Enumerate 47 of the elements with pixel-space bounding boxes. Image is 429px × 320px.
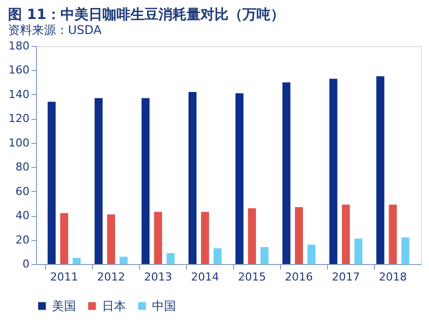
y-tick-label: 40 xyxy=(16,209,30,222)
y-tick-label: 100 xyxy=(8,136,30,150)
y-tick-label: 160 xyxy=(8,64,30,77)
bar xyxy=(142,98,150,264)
bar xyxy=(294,207,303,264)
y-tick-label: 180 xyxy=(8,40,30,52)
bar xyxy=(248,208,256,264)
bar xyxy=(235,93,244,264)
bar xyxy=(260,247,268,264)
bar xyxy=(201,212,210,264)
x-tick-label: 2017 xyxy=(332,270,360,284)
y-tick-label: 120 xyxy=(8,112,30,126)
bar xyxy=(401,237,410,264)
legend-label: 美国 xyxy=(52,299,76,313)
x-tick-label: 2015 xyxy=(238,270,266,284)
x-tick-label: 2014 xyxy=(191,270,220,284)
bar xyxy=(329,78,338,264)
bar xyxy=(72,258,81,264)
x-tick-label: 2016 xyxy=(284,270,313,284)
legend-label: 中国 xyxy=(152,299,176,313)
bar xyxy=(94,98,103,264)
bar xyxy=(60,213,68,264)
bar xyxy=(120,256,128,264)
y-tick-label: 80 xyxy=(16,160,30,174)
text: 资料来源：USDA xyxy=(8,23,102,37)
bar xyxy=(342,204,350,264)
y-tick-label: 140 xyxy=(8,88,30,101)
bar xyxy=(307,244,316,264)
chart-title: 图 11：中美日咖啡生豆消耗量对比（万吨） xyxy=(8,6,284,23)
bar xyxy=(388,204,397,264)
bar xyxy=(107,214,116,264)
x-tick-label: 2011 xyxy=(50,270,78,284)
x-tick-label: 2018 xyxy=(378,270,407,284)
legend-label: 日本 xyxy=(102,299,126,313)
x-tick-label: 2012 xyxy=(97,270,126,284)
bar xyxy=(154,212,162,264)
bar xyxy=(48,102,56,264)
bar xyxy=(166,253,175,264)
bar xyxy=(282,82,290,264)
y-tick-label: 60 xyxy=(16,184,30,198)
bar xyxy=(188,92,197,264)
x-tick-label: 2013 xyxy=(144,270,172,284)
bar xyxy=(214,248,222,264)
y-tick-label: 20 xyxy=(16,233,30,246)
bar xyxy=(376,76,384,264)
bar xyxy=(354,238,362,264)
y-tick-label: 0 xyxy=(22,258,30,270)
